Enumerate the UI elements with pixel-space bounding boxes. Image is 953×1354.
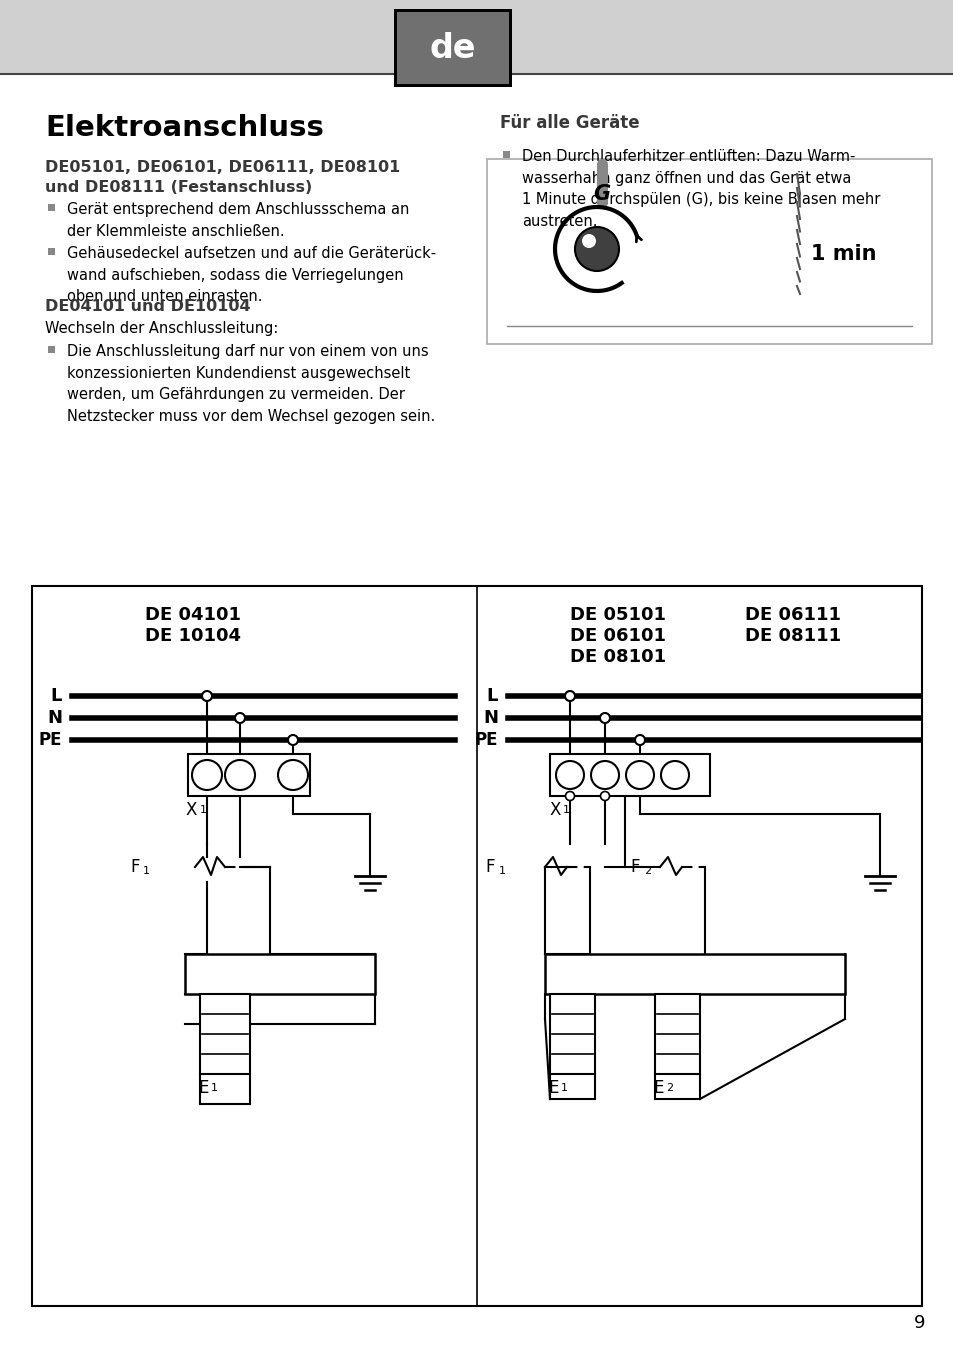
Bar bbox=[394, 9, 512, 87]
Circle shape bbox=[556, 761, 583, 789]
Bar bbox=[200, 994, 250, 1074]
Circle shape bbox=[192, 760, 222, 789]
Text: Die Anschlussleitung darf nur von einem von uns
konzessionierten Kundendienst au: Die Anschlussleitung darf nur von einem … bbox=[67, 344, 435, 424]
Circle shape bbox=[202, 691, 212, 701]
Circle shape bbox=[564, 691, 575, 701]
Text: DE 08101: DE 08101 bbox=[569, 649, 665, 666]
Text: Wechseln der Anschlussleitung:: Wechseln der Anschlussleitung: bbox=[45, 321, 278, 336]
Text: und DE08111 (Festanschluss): und DE08111 (Festanschluss) bbox=[45, 180, 312, 195]
Text: 1: 1 bbox=[143, 867, 150, 876]
Bar bbox=[49, 203, 55, 210]
Text: 1: 1 bbox=[560, 1083, 567, 1093]
Text: F: F bbox=[629, 858, 639, 876]
Text: 1: 1 bbox=[562, 806, 569, 815]
Bar bbox=[655, 994, 700, 1074]
Text: E: E bbox=[547, 1079, 558, 1097]
Text: DE 08111: DE 08111 bbox=[744, 627, 841, 645]
Text: F: F bbox=[130, 858, 139, 876]
Text: Für alle Geräte: Für alle Geräte bbox=[499, 114, 639, 131]
Circle shape bbox=[575, 227, 618, 271]
Text: L: L bbox=[51, 686, 62, 705]
Circle shape bbox=[225, 760, 254, 789]
Bar bbox=[185, 955, 375, 994]
Circle shape bbox=[234, 714, 245, 723]
Bar bbox=[550, 994, 595, 1074]
Circle shape bbox=[581, 234, 596, 248]
Bar bbox=[32, 586, 921, 1307]
Circle shape bbox=[590, 761, 618, 789]
Text: PE: PE bbox=[38, 731, 62, 749]
Text: 1: 1 bbox=[498, 867, 505, 876]
Circle shape bbox=[277, 760, 308, 789]
Bar bbox=[486, 158, 931, 344]
Bar bbox=[49, 345, 55, 352]
Bar bbox=[396, 12, 509, 84]
Circle shape bbox=[660, 761, 688, 789]
Text: Gehäusedeckel aufsetzen und auf die Geräterück-
wand aufschieben, sodass die Ver: Gehäusedeckel aufsetzen und auf die Gerä… bbox=[67, 246, 436, 305]
Text: DE 10104: DE 10104 bbox=[145, 627, 241, 645]
Text: DE 06111: DE 06111 bbox=[744, 607, 841, 624]
Text: 9: 9 bbox=[913, 1313, 924, 1332]
Text: 1: 1 bbox=[200, 806, 207, 815]
Bar bbox=[49, 248, 55, 255]
Text: E: E bbox=[198, 1079, 208, 1097]
Circle shape bbox=[635, 735, 644, 745]
Circle shape bbox=[288, 735, 297, 745]
Text: DE 04101: DE 04101 bbox=[145, 607, 241, 624]
Text: de: de bbox=[429, 31, 476, 65]
Text: DE 06101: DE 06101 bbox=[569, 627, 665, 645]
Text: E: E bbox=[652, 1079, 662, 1097]
Circle shape bbox=[599, 714, 609, 723]
Text: 1: 1 bbox=[211, 1083, 218, 1093]
Text: PE: PE bbox=[474, 731, 497, 749]
Text: N: N bbox=[47, 709, 62, 727]
Text: DE 05101: DE 05101 bbox=[569, 607, 665, 624]
Circle shape bbox=[565, 792, 574, 800]
Bar bbox=[503, 150, 510, 157]
Text: DE04101 und DE10104: DE04101 und DE10104 bbox=[45, 299, 251, 314]
Circle shape bbox=[625, 761, 654, 789]
Text: F: F bbox=[484, 858, 494, 876]
Text: Gerät entsprechend dem Anschlussschema an
der Klemmleiste anschließen.: Gerät entsprechend dem Anschlussschema a… bbox=[67, 202, 409, 238]
Text: N: N bbox=[482, 709, 497, 727]
Text: L: L bbox=[486, 686, 497, 705]
Bar bbox=[550, 754, 709, 796]
Text: X: X bbox=[550, 802, 560, 819]
Bar bbox=[544, 955, 844, 994]
Text: G: G bbox=[593, 184, 610, 204]
Text: X: X bbox=[186, 802, 197, 819]
Text: DE05101, DE06101, DE06111, DE08101: DE05101, DE06101, DE06111, DE08101 bbox=[45, 160, 400, 175]
Text: 2: 2 bbox=[643, 867, 651, 876]
Bar bbox=[0, 0, 953, 74]
Bar bbox=[188, 754, 310, 796]
Text: Elektroanschluss: Elektroanschluss bbox=[45, 114, 323, 142]
Circle shape bbox=[599, 792, 609, 800]
Text: Den Durchlauferhitzer entlüften: Dazu Warm-
wasserhahn ganz öffnen und das Gerät: Den Durchlauferhitzer entlüften: Dazu Wa… bbox=[521, 149, 880, 229]
Text: 2: 2 bbox=[665, 1083, 673, 1093]
Text: 1 min: 1 min bbox=[811, 244, 876, 264]
